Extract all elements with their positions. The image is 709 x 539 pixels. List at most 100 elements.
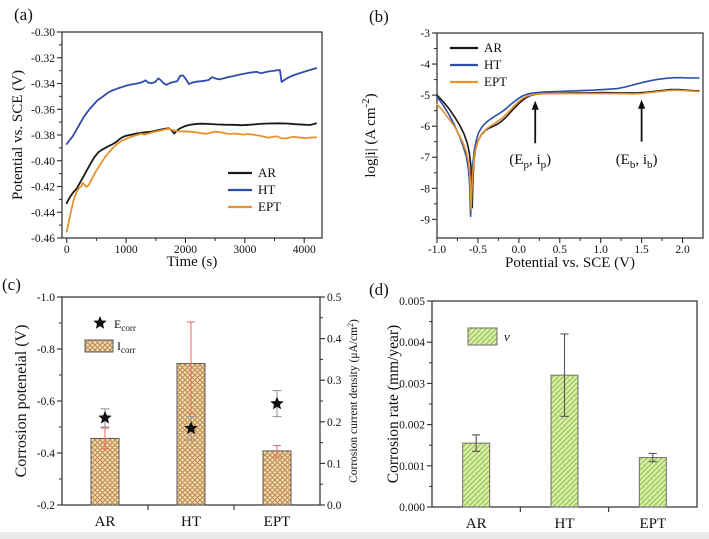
annotation-breakdown-point: (Eb​, ib​) bbox=[616, 99, 658, 171]
svg-text:-6: -6 bbox=[420, 121, 430, 133]
arrow-head-icon bbox=[638, 99, 646, 109]
panel-d-chart-corrosion-rate-bars: 0.000 0.001 0.002 0.003 0.004 0.005 AR HT EPT Cor… bbox=[385, 296, 698, 532]
star-marker-HT bbox=[184, 421, 198, 434]
svg-text:0.0: 0.0 bbox=[327, 500, 342, 512]
bottom-edge-strip bbox=[0, 532, 709, 539]
svg-text:0.4: 0.4 bbox=[327, 334, 342, 346]
svg-text:0.005: 0.005 bbox=[399, 296, 425, 308]
svg-text:-0.2: -0.2 bbox=[37, 500, 55, 512]
svg-text:EPT: EPT bbox=[264, 514, 291, 530]
svg-text:(Eb​, ib​): (Eb​, ib​) bbox=[616, 152, 658, 171]
series-EPT bbox=[436, 89, 700, 211]
svg-text:-1.0: -1.0 bbox=[37, 292, 55, 304]
svg-text:AR: AR bbox=[466, 516, 487, 532]
bar-EPT bbox=[638, 457, 667, 508]
svg-text:1.5: 1.5 bbox=[634, 244, 649, 256]
svg-text:-0.30: -0.30 bbox=[31, 27, 55, 39]
star-series bbox=[98, 390, 284, 441]
svg-text:-0.44: -0.44 bbox=[31, 207, 55, 219]
svg-text:(Ep​, ip​): (Ep​, ip​) bbox=[509, 152, 551, 171]
x-axis-title: Time (s) bbox=[167, 254, 218, 270]
svg-text:EPT: EPT bbox=[258, 199, 281, 214]
svg-text:0.5: 0.5 bbox=[327, 292, 342, 304]
svg-text:-3: -3 bbox=[420, 28, 430, 40]
bar-series bbox=[90, 321, 292, 506]
axes: 0.000 0.001 0.002 0.003 0.004 0.005 AR HT EPT Cor… bbox=[385, 296, 698, 532]
svg-text:-9: -9 bbox=[420, 214, 430, 226]
svg-text:HT: HT bbox=[555, 516, 575, 532]
arrow-head-icon bbox=[531, 100, 539, 110]
bar-EPT bbox=[262, 450, 292, 506]
svg-text:AR: AR bbox=[258, 165, 276, 180]
y2-axis-title: Corrosion current density (μA/cm2​) bbox=[346, 319, 360, 483]
svg-text:0.002: 0.002 bbox=[399, 420, 425, 432]
svg-text:-0.6: -0.6 bbox=[37, 396, 55, 408]
svg-text:0.000: 0.000 bbox=[399, 502, 425, 514]
svg-text:-0.42: -0.42 bbox=[31, 182, 55, 194]
svg-text:HT: HT bbox=[258, 182, 275, 197]
panel-d-label: (d) bbox=[369, 280, 389, 299]
svg-text:-1.0: -1.0 bbox=[428, 244, 446, 256]
svg-text:-0.36: -0.36 bbox=[31, 104, 55, 116]
svg-text:-0.38: -0.38 bbox=[31, 130, 55, 142]
svg-text:0.2: 0.2 bbox=[327, 417, 342, 429]
panel-c-chart-ecorr-icorr-bars: -0.2 -0.4 -0.6 -0.8 -1.0 0.0 0.1 0.2 0.3 0.4 0.5 AR… bbox=[13, 292, 360, 530]
x-axis-title: Potential vs. SCE (V) bbox=[505, 255, 635, 271]
svg-text:-5: -5 bbox=[420, 90, 430, 102]
svg-text:2.0: 2.0 bbox=[675, 244, 690, 256]
svg-text:Ecorr​: Ecorr​ bbox=[114, 317, 136, 333]
svg-text:0.004: 0.004 bbox=[399, 337, 425, 349]
svg-text:-0.8: -0.8 bbox=[37, 344, 55, 356]
y-axis-title: Corrosion rate (mm/year) bbox=[385, 325, 402, 483]
svg-text:-0.40: -0.40 bbox=[31, 156, 55, 168]
svg-text:0.003: 0.003 bbox=[399, 378, 425, 390]
axes: -9 -8 -7 -6 -5 -4 -3 -1.0 -0.5 0.0 0.5 1.0 1.5 2.0 Pot… bbox=[360, 28, 704, 271]
svg-text:0.5: 0.5 bbox=[553, 244, 568, 256]
svg-text:4000: 4000 bbox=[293, 244, 316, 256]
svg-text:-8: -8 bbox=[420, 183, 430, 195]
series-EPT bbox=[65, 127, 317, 233]
panel-b-label: (b) bbox=[369, 7, 389, 26]
y-axis-title: Corrosion poteneial (V) bbox=[13, 325, 30, 478]
axes: -0.2 -0.4 -0.6 -0.8 -1.0 0.0 0.1 0.2 0.3 0.4 0.5 AR… bbox=[13, 292, 360, 530]
y-axis-title: log|i| (A cm-2​) bbox=[360, 93, 379, 177]
panel-a-chart-ocp-curves: -0.46 -0.44 -0.42 -0.40 -0.38 -0.36 -0.34 -0.32… bbox=[10, 27, 323, 270]
svg-text:1.0: 1.0 bbox=[594, 244, 609, 256]
legend: ν bbox=[467, 327, 510, 346]
series-HT bbox=[436, 76, 700, 218]
annotation-passivation-point: (Ep​, ip​) bbox=[509, 100, 551, 171]
svg-text:-4: -4 bbox=[420, 59, 430, 71]
svg-text:HT: HT bbox=[181, 514, 201, 530]
bar-AR bbox=[462, 442, 491, 508]
svg-text:0.3: 0.3 bbox=[327, 375, 342, 387]
star-marker-AR bbox=[98, 410, 112, 424]
bar-AR bbox=[90, 437, 120, 506]
svg-text:-0.32: -0.32 bbox=[31, 53, 55, 65]
svg-text:-0.5: -0.5 bbox=[469, 244, 487, 256]
svg-text:1000: 1000 bbox=[115, 244, 138, 256]
svg-text:Icorr​: Icorr​ bbox=[117, 339, 136, 355]
svg-text:EPT: EPT bbox=[484, 74, 507, 89]
svg-text:AR: AR bbox=[95, 514, 116, 530]
svg-text:HT: HT bbox=[484, 57, 501, 72]
svg-text:ν: ν bbox=[504, 329, 510, 344]
series-AR bbox=[65, 122, 317, 205]
star-marker-EPT bbox=[270, 396, 284, 410]
svg-text:0.001: 0.001 bbox=[399, 461, 425, 473]
svg-text:3000: 3000 bbox=[233, 244, 256, 256]
svg-text:2000: 2000 bbox=[174, 244, 197, 256]
legend: AR HT EPT bbox=[450, 40, 507, 89]
svg-text:EPT: EPT bbox=[639, 516, 666, 532]
panel-b-chart-polarization-curves: -9 -8 -7 -6 -5 -4 -3 -1.0 -0.5 0.0 0.5 1.0 1.5 2.0 Pot… bbox=[360, 28, 704, 271]
series-AR bbox=[436, 88, 700, 209]
panel-c-label: (c) bbox=[2, 275, 21, 294]
bar-series bbox=[462, 333, 667, 508]
svg-text:0.1: 0.1 bbox=[327, 458, 342, 470]
series-HT bbox=[65, 67, 317, 145]
y-axis-title: Potential vs. SCE (V) bbox=[10, 70, 26, 200]
svg-text:AR: AR bbox=[484, 40, 502, 55]
axes: -0.46 -0.44 -0.42 -0.40 -0.38 -0.36 -0.34 -0.32… bbox=[10, 27, 323, 270]
svg-text:-0.4: -0.4 bbox=[37, 448, 55, 460]
panel-a-label: (a) bbox=[14, 5, 33, 24]
